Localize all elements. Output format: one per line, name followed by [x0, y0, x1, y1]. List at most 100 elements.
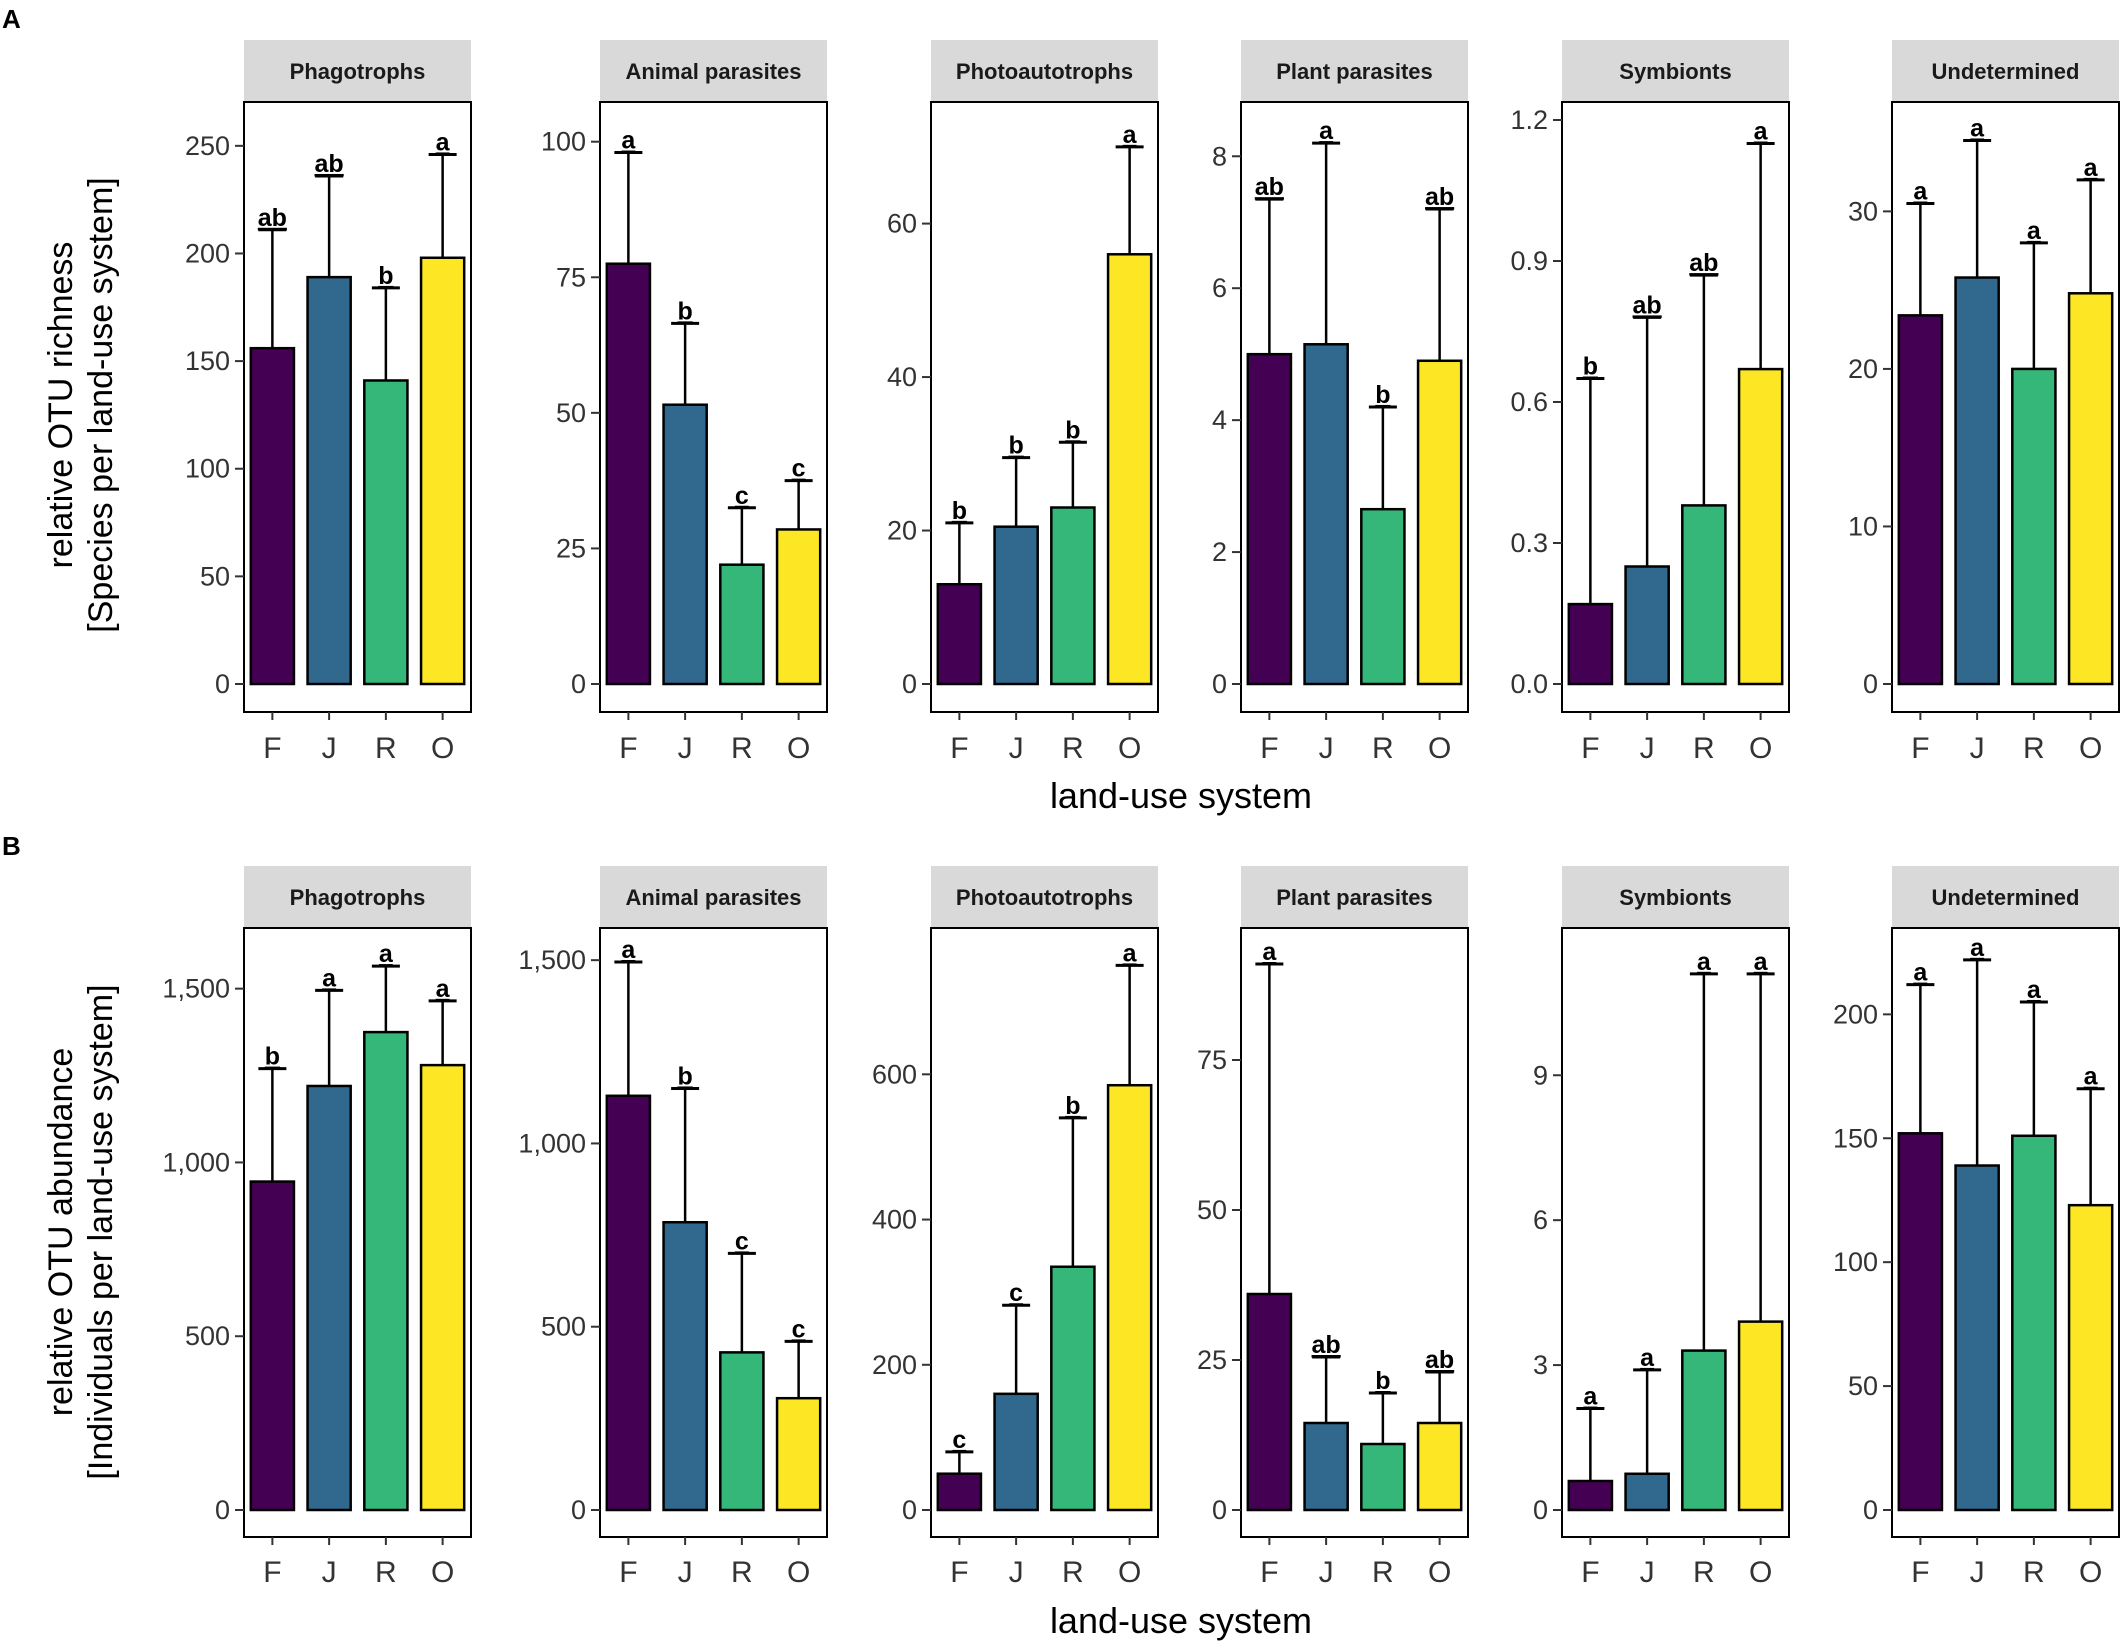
y-axis-title-line1: relative OTU abundance — [42, 1048, 80, 1417]
y-tick-label: 75 — [1197, 1045, 1227, 1075]
x-tick-label: O — [1118, 732, 1141, 765]
bar-F — [1897, 1132, 1944, 1512]
significance-letter: a — [2084, 154, 2099, 182]
significance-letter: ab — [1312, 1331, 1341, 1359]
significance-letter: a — [1754, 118, 1769, 146]
x-tick-label: J — [678, 1556, 693, 1589]
significance-letter: a — [1754, 948, 1769, 976]
facet-title: Animal parasites — [625, 885, 801, 910]
significance-letter: a — [1913, 177, 1928, 205]
y-tick-label: 0 — [902, 669, 917, 699]
bar-R — [1050, 1265, 1096, 1512]
significance-letter: ab — [1255, 173, 1284, 201]
significance-letter: a — [1123, 121, 1138, 149]
bar-J — [306, 275, 352, 686]
facet-title: Plant parasites — [1276, 885, 1433, 910]
x-tick-label: J — [322, 1556, 337, 1589]
facet-title: Phagotrophs — [290, 59, 426, 84]
bar-F — [1897, 314, 1944, 686]
x-tick-label: R — [1062, 1556, 1084, 1589]
bar-R — [719, 563, 765, 686]
significance-letter: c — [735, 1227, 749, 1255]
facet-strip — [931, 866, 1158, 928]
x-tick-label: F — [950, 1556, 968, 1589]
y-tick-label: 40 — [887, 362, 917, 392]
y-tick-label: 75 — [556, 262, 586, 292]
significance-letter: b — [952, 497, 967, 525]
x-tick-label: R — [731, 732, 753, 765]
significance-letter: b — [1065, 1092, 1080, 1120]
y-tick-label: 0 — [215, 1495, 230, 1525]
x-tick-label: J — [1319, 1556, 1334, 1589]
facet-strip — [244, 40, 471, 102]
y-tick-label: 0 — [1863, 669, 1878, 699]
bar-F — [249, 1180, 296, 1512]
facet-frame — [1240, 927, 1469, 1538]
bar-R — [1360, 1442, 1406, 1512]
y-tick-label: 400 — [872, 1205, 917, 1235]
facet-title: Plant parasites — [1276, 59, 1433, 84]
x-tick-label: O — [787, 1556, 810, 1589]
facet-frame — [243, 101, 472, 713]
significance-letter: c — [952, 1426, 966, 1454]
y-tick-label: 6 — [1533, 1205, 1548, 1235]
x-tick-label: J — [678, 732, 693, 765]
bar-F — [1246, 352, 1293, 686]
facet-strip — [1892, 40, 2119, 102]
y-tick-label: 2 — [1212, 537, 1227, 567]
significance-letter: ab — [258, 204, 287, 232]
bar-J — [662, 403, 708, 686]
y-tick-label: 250 — [185, 131, 230, 161]
y-tick-label: 150 — [185, 346, 230, 376]
y-tick-label: 1.2 — [1510, 105, 1548, 135]
bar-O — [419, 1063, 466, 1512]
bar-J — [993, 525, 1039, 686]
bar-F — [605, 262, 652, 686]
bar-R — [2011, 1134, 2057, 1512]
significance-letter: b — [1008, 432, 1023, 460]
y-tick-label: 6 — [1212, 273, 1227, 303]
bar-J — [1954, 1164, 2000, 1512]
facet-strip — [1241, 40, 1468, 102]
y-tick-label: 50 — [200, 561, 230, 591]
y-tick-label: 50 — [1848, 1371, 1878, 1401]
bar-O — [775, 1396, 822, 1512]
y-axis-title-line2: [Species per land-use system] — [82, 177, 120, 632]
y-tick-label: 150 — [1833, 1123, 1878, 1153]
y-tick-label: 0 — [1863, 1495, 1878, 1525]
bar-J — [306, 1084, 352, 1512]
y-tick-label: 200 — [872, 1350, 917, 1380]
bar-F — [605, 1094, 652, 1512]
x-tick-label: J — [1640, 732, 1655, 765]
bar-O — [775, 528, 822, 686]
facet-frame — [1561, 927, 1790, 1538]
significance-letter: a — [1262, 938, 1277, 966]
y-tick-label: 1,000 — [518, 1128, 586, 1158]
y-tick-label: 0 — [1212, 669, 1227, 699]
significance-letter: a — [1970, 114, 1985, 142]
y-tick-label: 100 — [1833, 1247, 1878, 1277]
y-tick-label: 1,500 — [518, 945, 586, 975]
bar-J — [662, 1221, 708, 1512]
significance-letter: a — [379, 940, 394, 968]
facet-frame — [1891, 927, 2120, 1538]
facet-frame — [1561, 101, 1790, 713]
y-tick-label: 0 — [571, 1495, 586, 1525]
y-tick-label: 25 — [556, 533, 586, 563]
bar-O — [419, 256, 466, 686]
bar-O — [1737, 367, 1784, 686]
y-tick-label: 0 — [1212, 1495, 1227, 1525]
significance-letter: a — [1697, 948, 1712, 976]
facet-frame — [1891, 101, 2120, 713]
bar-F — [936, 582, 983, 686]
x-tick-label: R — [375, 732, 397, 765]
bar-F — [1246, 1292, 1293, 1512]
y-tick-label: 60 — [887, 209, 917, 239]
x-tick-label: O — [1118, 1556, 1141, 1589]
y-tick-label: 3 — [1533, 1350, 1548, 1380]
significance-letter: a — [436, 975, 451, 1003]
facet-title: Phagotrophs — [290, 885, 426, 910]
significance-letter: b — [677, 297, 692, 325]
bar-R — [719, 1351, 765, 1512]
